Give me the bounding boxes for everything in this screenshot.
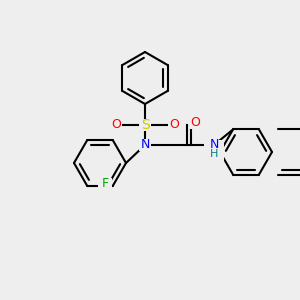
FancyBboxPatch shape xyxy=(139,119,151,131)
Text: H: H xyxy=(210,149,218,159)
Text: S: S xyxy=(141,118,149,132)
FancyBboxPatch shape xyxy=(168,119,180,131)
FancyBboxPatch shape xyxy=(189,117,201,129)
Text: O: O xyxy=(190,116,200,130)
Text: F: F xyxy=(101,177,109,190)
Text: N: N xyxy=(209,139,219,152)
Text: O: O xyxy=(169,118,179,131)
Text: N: N xyxy=(140,139,150,152)
Text: O: O xyxy=(111,118,121,131)
FancyBboxPatch shape xyxy=(110,119,122,131)
FancyBboxPatch shape xyxy=(204,140,224,162)
FancyBboxPatch shape xyxy=(98,178,112,190)
FancyBboxPatch shape xyxy=(139,139,151,151)
